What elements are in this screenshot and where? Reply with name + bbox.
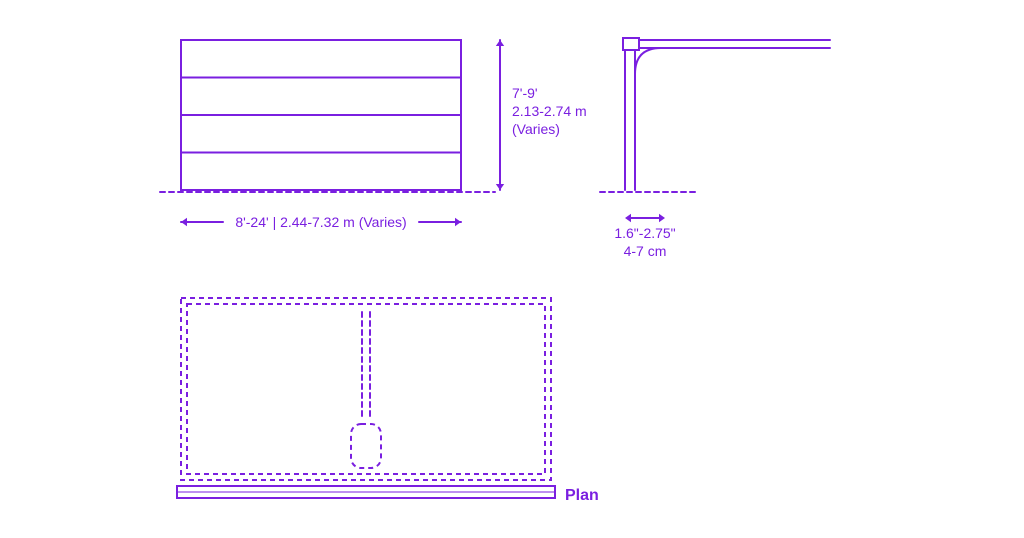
- height-label: 7'-9': [512, 85, 538, 101]
- dimension-diagram: 8'-24' | 2.44-7.32 m (Varies) 7'-9' 2.13-2…: [0, 0, 1024, 538]
- front-view: [181, 40, 461, 190]
- depth-label: 4-7 cm: [624, 243, 667, 259]
- height-label: (Varies): [512, 121, 560, 137]
- depth-label: 1.6"-2.75": [614, 225, 675, 241]
- height-label: 2.13-2.74 m: [512, 103, 587, 119]
- side-view: [623, 38, 661, 74]
- plan-view: [177, 298, 555, 498]
- plan-label: Plan: [565, 487, 599, 504]
- width-label: 8'-24' | 2.44-7.32 m (Varies): [235, 214, 406, 230]
